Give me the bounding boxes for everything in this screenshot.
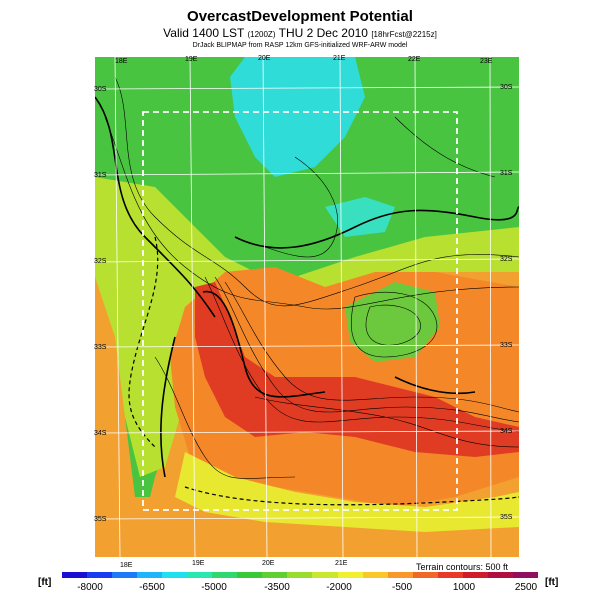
forecast-map — [95, 57, 519, 557]
lon-bottom-label: 20E — [262, 560, 275, 567]
color-scale-swatch — [337, 572, 363, 578]
forecast-hour: [18hrFcst@2215z] — [371, 30, 437, 39]
color-scale-swatch — [312, 572, 338, 578]
lon-top-label: 20E — [258, 55, 271, 62]
yellow-coastal-plain — [175, 452, 519, 532]
lat-right-label: 35S — [500, 514, 513, 521]
color-scale-swatch — [62, 572, 88, 578]
color-scale-swatch — [162, 572, 188, 578]
terrain-contour-note: Terrain contours: 500 ft — [415, 562, 508, 572]
valid-date: THU 2 Dec 2010 — [278, 26, 368, 40]
lat-right-label: 33S — [500, 342, 513, 349]
color-scale-swatch — [287, 572, 313, 578]
color-scale-swatch — [412, 572, 438, 578]
color-scale-label: -5000 — [201, 582, 227, 593]
color-scale-swatch — [187, 572, 213, 578]
color-scale-swatch — [212, 572, 238, 578]
lon-bottom-label: 21E — [335, 560, 348, 567]
color-scale-label: 2500 — [514, 582, 538, 593]
lat-left-label: 34S — [94, 430, 107, 437]
color-scale-label: -500 — [391, 582, 413, 593]
lon-top-label: 23E — [480, 58, 493, 65]
lon-top-label: 19E — [185, 56, 198, 63]
color-scale-swatch — [87, 572, 113, 578]
chart-title: OvercastDevelopment Potential — [187, 8, 413, 25]
lat-left-label: 30S — [94, 86, 107, 93]
lat-right-label: 31S — [500, 170, 513, 177]
color-scale-label: -3500 — [264, 582, 290, 593]
lon-top-label: 22E — [408, 56, 421, 63]
color-scale-swatch — [462, 572, 488, 578]
color-scale-labels: -8000 -6500 -5000 -3500 -2000 -500 1000 2500 — [52, 582, 548, 596]
color-scale-swatch — [237, 572, 263, 578]
color-scale-label: -2000 — [326, 582, 352, 593]
model-credit: DrJack BLIPMAP from RASP 12km GFS-initia… — [192, 42, 408, 49]
color-scale-label: -8000 — [77, 582, 103, 593]
chart-subtitle: Valid 1400 LST (1200Z) THU 2 Dec 2010 [1… — [0, 26, 600, 40]
lon-bottom-label: 18E — [120, 562, 133, 569]
lon-bottom-label: 19E — [192, 560, 205, 567]
dashed-boundary-lines — [128, 236, 519, 506]
lat-lon-grid — [95, 57, 519, 557]
lon-top-label: 18E — [115, 58, 128, 65]
heavy-contours — [95, 96, 519, 478]
lat-right-label: 32S — [500, 256, 513, 263]
color-scale-bar — [62, 572, 538, 578]
lon-top-label: 21E — [333, 55, 346, 62]
domain-boundary-box — [142, 111, 458, 511]
lat-left-label: 35S — [94, 516, 107, 523]
lat-left-label: 32S — [94, 258, 107, 265]
terrain-contours — [104, 76, 519, 479]
cyan-small-patch — [325, 197, 395, 237]
color-scale-swatch — [512, 572, 538, 578]
lat-left-label: 33S — [94, 344, 107, 351]
lat-left-label: 31S — [94, 172, 107, 179]
color-scale-swatch — [137, 572, 163, 578]
utc-time: (1200Z) — [247, 30, 276, 39]
scale-unit-left: [ft] — [38, 577, 52, 588]
yellow-green-band — [95, 177, 519, 477]
color-scale-swatch — [387, 572, 413, 578]
color-scale-label: 1000 — [452, 582, 476, 593]
lat-right-label: 30S — [500, 84, 513, 91]
color-scale-swatch — [437, 572, 463, 578]
color-scale-swatch — [487, 572, 513, 578]
color-scale-swatch — [262, 572, 288, 578]
scale-unit-right: [ft] — [545, 577, 559, 588]
valid-time: Valid 1400 LST — [163, 26, 245, 40]
lat-right-label: 34S — [500, 428, 513, 435]
color-scale-label: -6500 — [139, 582, 165, 593]
color-scale-swatch — [112, 572, 138, 578]
red-mountain-region — [195, 282, 519, 457]
color-scale-swatch — [362, 572, 388, 578]
